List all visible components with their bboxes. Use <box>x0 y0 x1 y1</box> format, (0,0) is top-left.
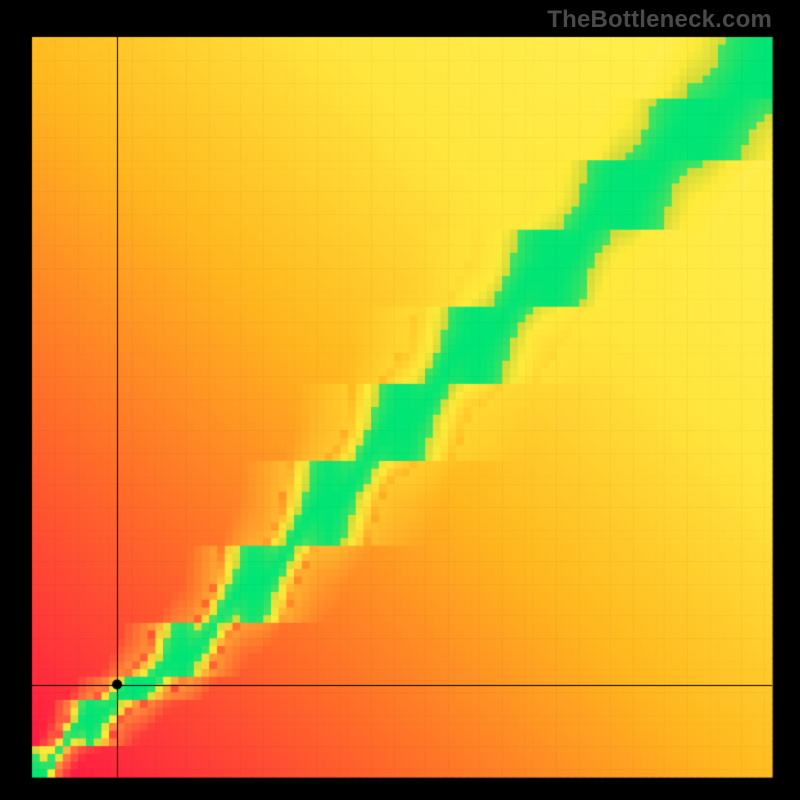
watermark-text: TheBottleneck.com <box>547 6 772 34</box>
chart-container: TheBottleneck.com <box>0 0 800 800</box>
bottleneck-heatmap-canvas <box>0 0 800 800</box>
